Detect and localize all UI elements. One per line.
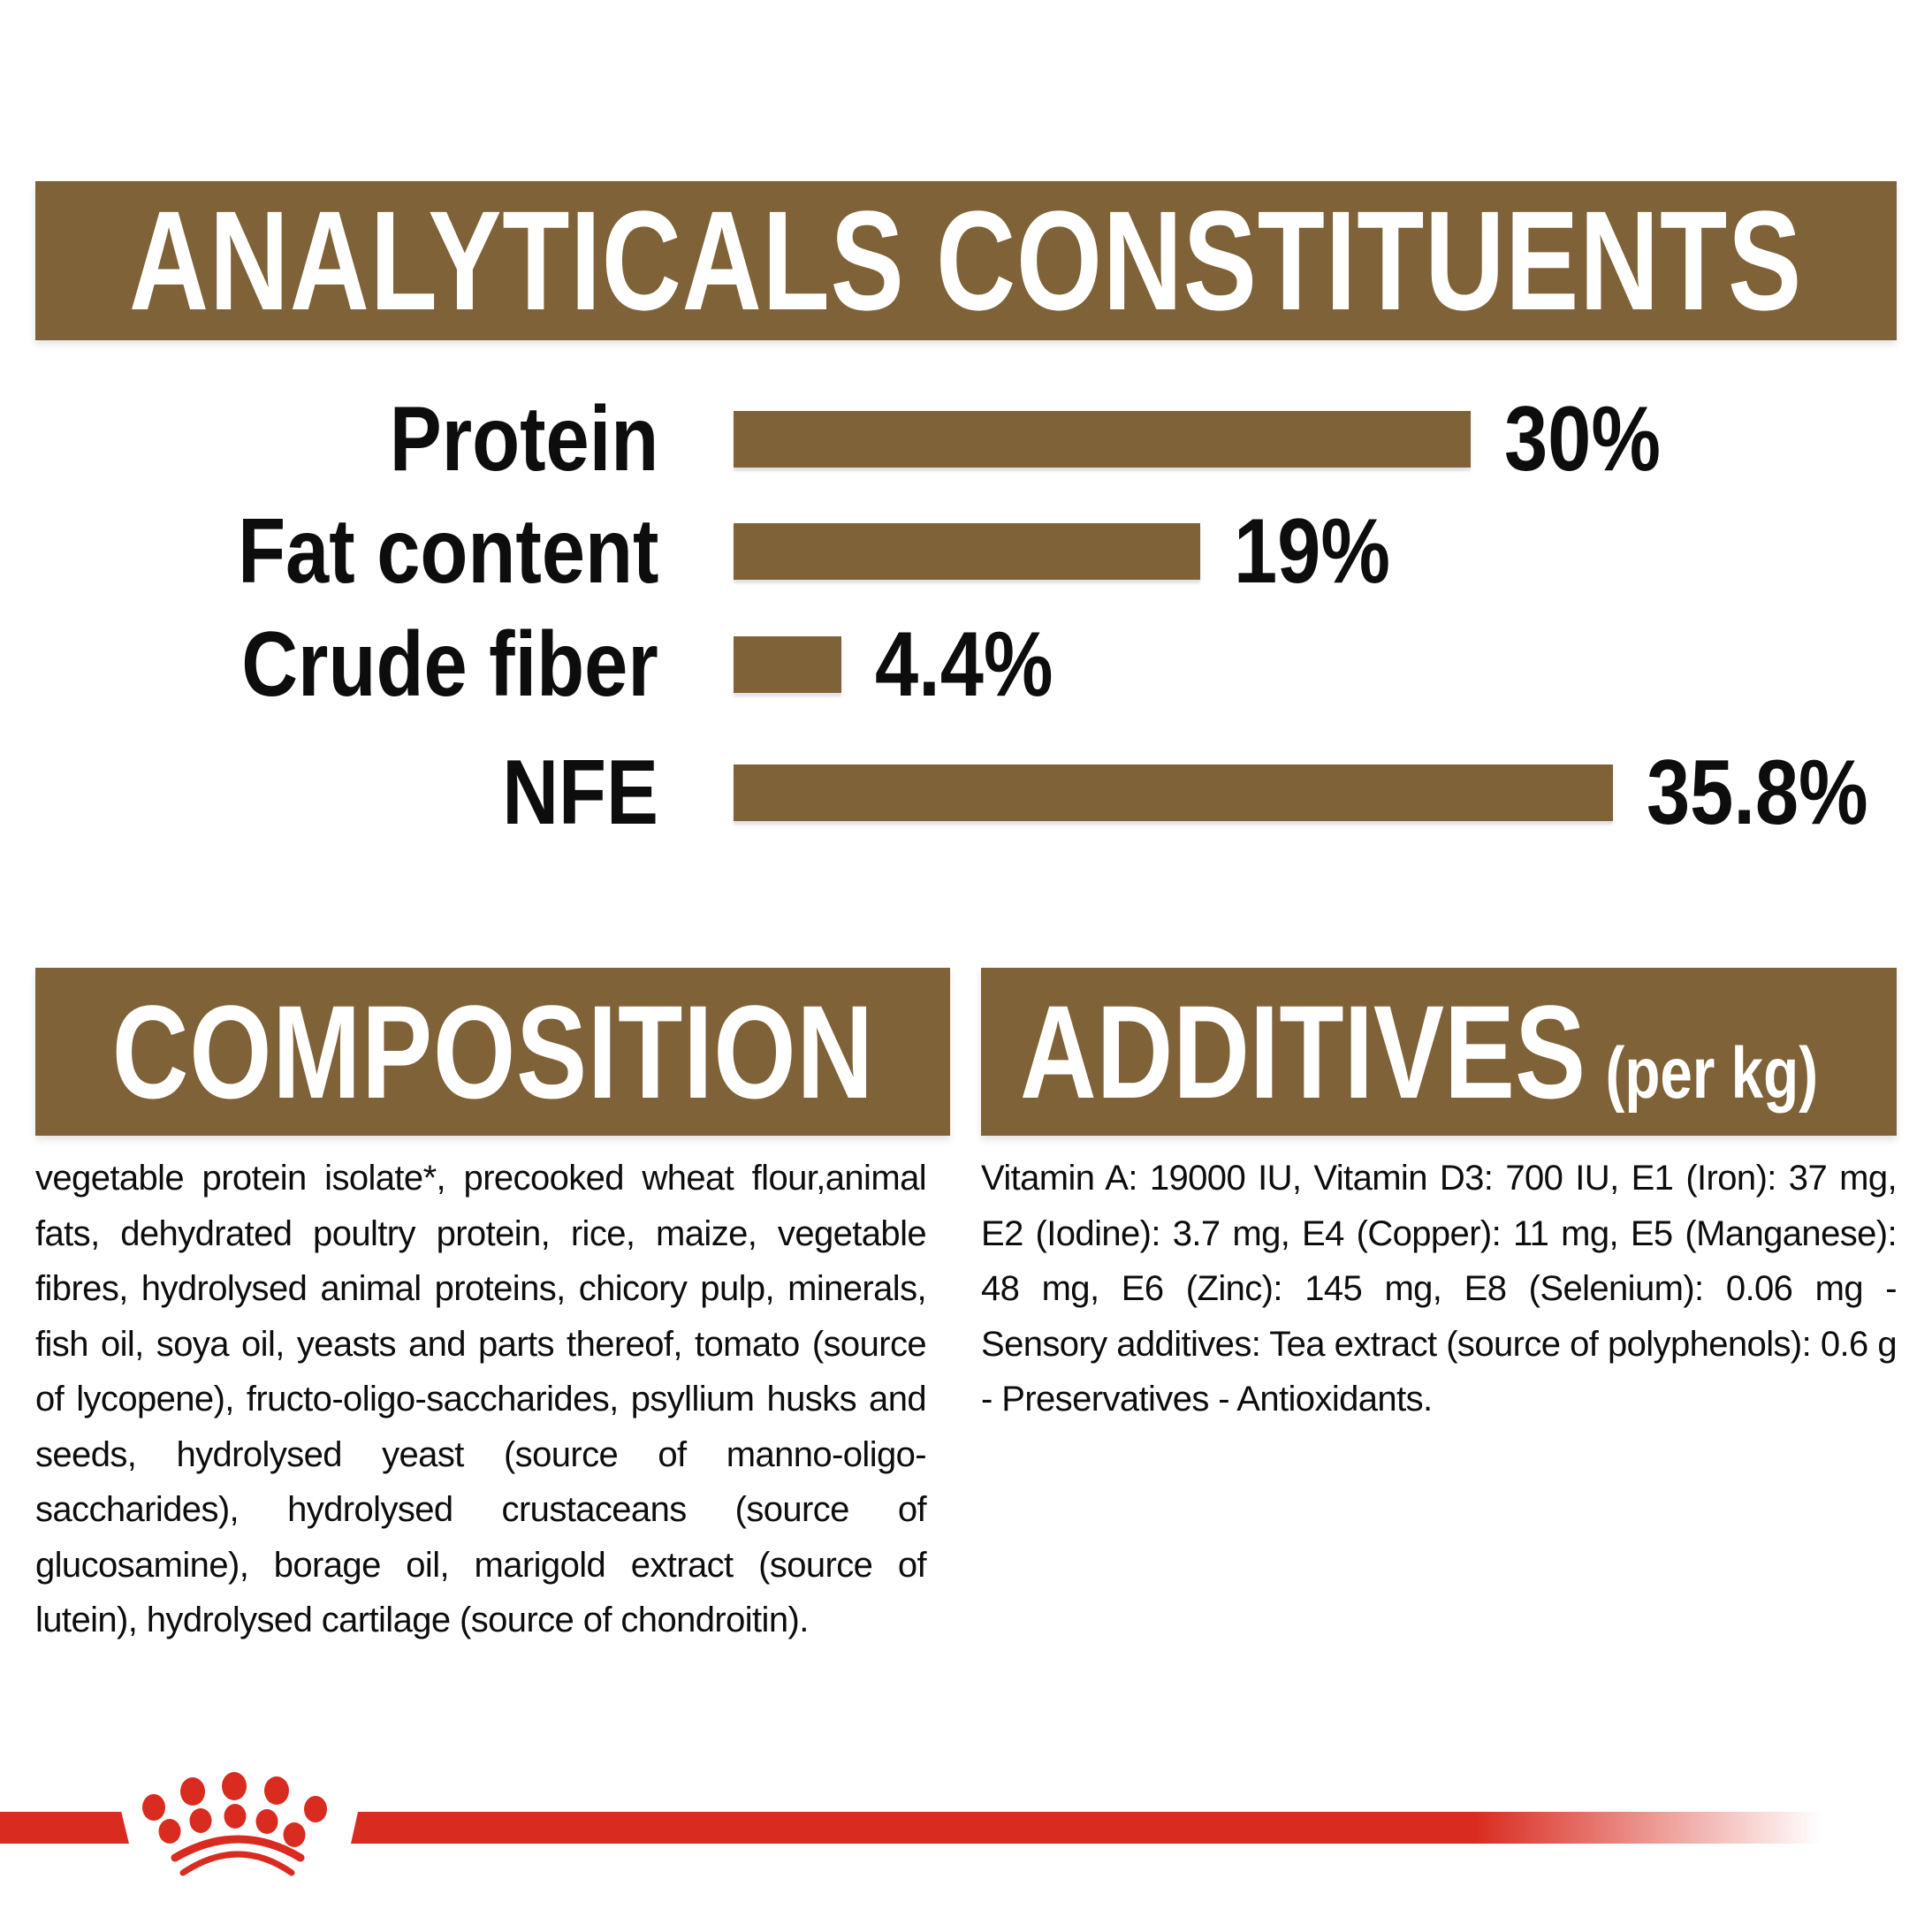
- chart-bar: [734, 636, 841, 693]
- chart-value-label: 30%: [1504, 388, 1661, 491]
- chart-category-label: Protein: [389, 388, 658, 491]
- composition-title: COMPOSITION: [111, 977, 874, 1126]
- chart-category-label: Fat content: [237, 500, 658, 603]
- additives-title: ADDITIVES: [1020, 977, 1586, 1126]
- additives-banner: ADDITIVES (per kg): [981, 968, 1897, 1136]
- chart-bar: [734, 764, 1613, 821]
- chart-value-label: 4.4%: [875, 613, 1053, 716]
- chart-value-label: 19%: [1234, 500, 1390, 603]
- analytical-constituents-chart: Protein 30% Fat content 19% Crude fiber 4.4% N…: [0, 0, 1932, 884]
- additives-subtitle: (per kg): [1605, 1032, 1819, 1114]
- chart-bar: [734, 411, 1471, 468]
- footer-red-band-right: [351, 1812, 1932, 1844]
- footer-red-band-left: [0, 1812, 129, 1844]
- chart-bar: [734, 523, 1200, 580]
- additives-body: Vitamin A: 19000 IU, Vitamin D3: 700 IU,…: [981, 1159, 1898, 1419]
- chart-value-label: 35.8%: [1647, 742, 1868, 844]
- royal-canin-crown-logo: [142, 1772, 327, 1876]
- chart-category-label: NFE: [502, 742, 658, 844]
- chart-category-label: Crude fiber: [241, 613, 658, 716]
- composition-banner: COMPOSITION: [35, 968, 950, 1136]
- composition-body: vegetable protein isolate*, precooked wh…: [35, 1159, 927, 1639]
- analytical-constituents-title: ANALYTICALS CONSTITUENTS: [129, 181, 1803, 339]
- analytical-constituents-banner: ANALYTICALS CONSTITUENTS: [35, 181, 1897, 340]
